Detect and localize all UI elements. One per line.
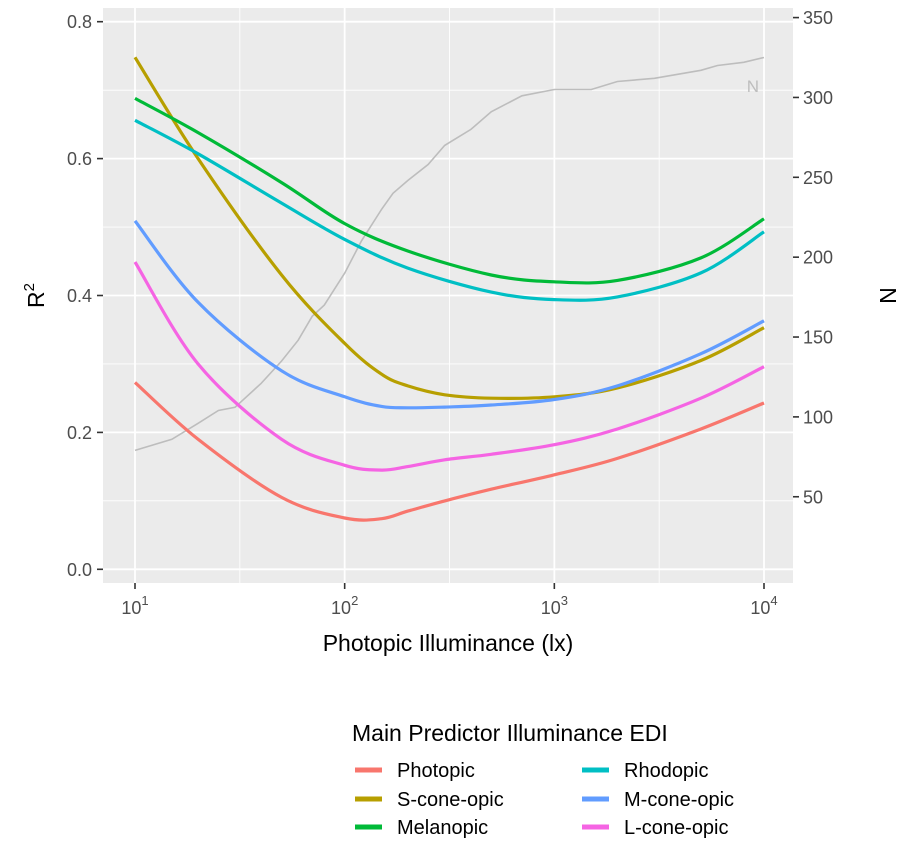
legend-title: Main Predictor Illuminance EDI bbox=[352, 720, 668, 746]
n-series-label: N bbox=[747, 77, 759, 96]
y-tick-label: 0.6 bbox=[67, 149, 92, 169]
series-line-s-cone-opic bbox=[133, 56, 765, 400]
y2-tick-label: 250 bbox=[803, 168, 833, 188]
series-layer bbox=[133, 56, 765, 522]
y-axis-title: R2 bbox=[21, 283, 49, 308]
legend-label: L-cone-opic bbox=[624, 817, 729, 839]
x-axis-title: Photopic Illuminance (lx) bbox=[323, 630, 574, 656]
legend-item-melanopic: Melanopic bbox=[355, 817, 488, 839]
legend-item-photopic: Photopic bbox=[355, 760, 475, 782]
y2-tick-label: 300 bbox=[803, 88, 833, 108]
x-tick-label: 103 bbox=[541, 593, 568, 618]
legend-item-l-cone-opic: L-cone-opic bbox=[582, 817, 729, 839]
y2-tick-label: 50 bbox=[803, 487, 823, 507]
series-line-l-cone-opic bbox=[133, 261, 765, 472]
y-tick-label: 0.4 bbox=[67, 286, 92, 306]
axes: 0.0 0.2 0.4 0.6 0.8 50 100 150 200 250 300 350 101 10… bbox=[21, 8, 901, 656]
y2-tick-label: 150 bbox=[803, 328, 833, 348]
y-tick-label: 0.8 bbox=[67, 12, 92, 32]
series-line-m-cone-opic bbox=[133, 219, 765, 410]
x-tick-label: 104 bbox=[750, 593, 777, 618]
legend-label: Rhodopic bbox=[624, 760, 709, 782]
grid-lines bbox=[103, 8, 793, 583]
legend-label: M-cone-opic bbox=[624, 789, 734, 811]
x-tick-label: 101 bbox=[121, 593, 148, 618]
y2-axis-title: N bbox=[875, 287, 901, 304]
series-line-photopic bbox=[133, 381, 765, 522]
legend-label: S-cone-opic bbox=[397, 789, 504, 811]
n-series-layer: N bbox=[134, 56, 765, 452]
legend-item-rhodopic: Rhodopic bbox=[582, 760, 709, 782]
y-tick-label: 0.0 bbox=[67, 560, 92, 580]
x-tick-label: 102 bbox=[331, 593, 358, 618]
legend-item-s-cone-opic: S-cone-opic bbox=[355, 789, 504, 811]
y-tick-label: 0.2 bbox=[67, 423, 92, 443]
y2-tick-label: 100 bbox=[803, 407, 833, 427]
series-line-melanopic bbox=[134, 96, 765, 285]
series-line-rhodopic bbox=[134, 118, 765, 302]
legend-label: Melanopic bbox=[397, 817, 488, 839]
legend-label: Photopic bbox=[397, 760, 475, 782]
y2-tick-label: 200 bbox=[803, 248, 833, 268]
legend-item-m-cone-opic: M-cone-opic bbox=[582, 789, 734, 811]
y2-tick-label: 350 bbox=[803, 8, 833, 28]
legend: Main Predictor Illuminance EDI Photopic S-… bbox=[352, 720, 734, 839]
n-series-line bbox=[134, 56, 765, 452]
